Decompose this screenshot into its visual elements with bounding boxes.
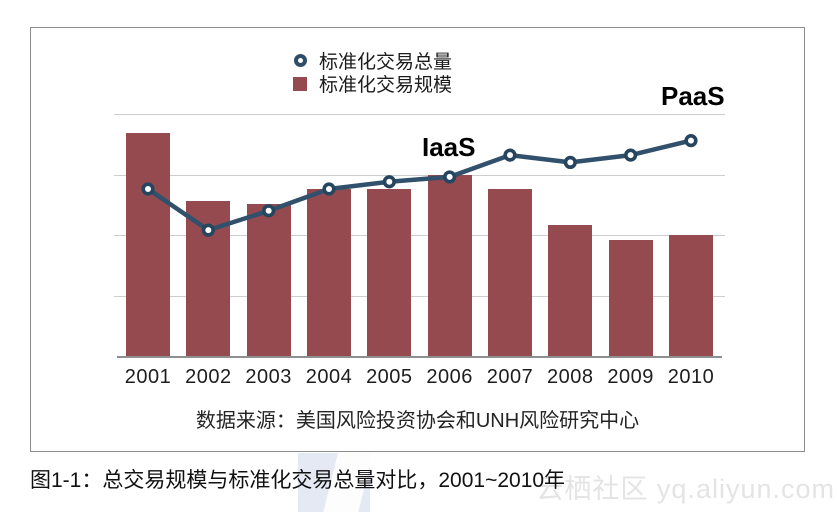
x-label-2002: 2002 [185,366,232,388]
gridline-50 [114,235,725,236]
bar-2003 [246,203,291,356]
bar-series-square-icon [293,76,307,91]
x-label-2007: 2007 [486,366,534,388]
legend-marker-cell [291,76,309,91]
line-point-2010 [684,134,698,148]
x-label-2004: 2004 [305,366,353,388]
line-point-2005 [382,175,396,189]
bar-2007 [487,189,532,356]
line-series-ring-icon [293,54,307,67]
bar-2008 [548,225,593,356]
watermark-text: 云栖社区 yq.aliyun.com [536,474,835,504]
legend-label-line-series: 标准化交易总量 [319,52,453,73]
legend-item-bar-series: 标准化交易规模 [291,72,453,96]
line-point-2003 [262,204,276,218]
line-point-2007 [503,148,517,162]
chart-legend: 标准化交易总量 标准化交易规模 [291,49,453,96]
legend-label-bar-series: 标准化交易规模 [319,75,453,96]
gridline-25 [114,295,725,297]
line-point-2009 [624,148,638,162]
line-point-2006 [443,170,457,184]
x-label-2009: 2009 [607,366,654,388]
bar-2005 [367,189,412,356]
data-source-note: 数据来源：美国风险投资协会和UNH风险研究中心 [195,410,640,432]
figure-caption: 图1-1：总交易规模与标准化交易总量对比，2001~2010年 [30,469,566,492]
line-point-2008 [563,155,577,170]
line-point-2002 [201,223,215,237]
x-label-2003: 2003 [245,366,292,388]
bar-2009 [608,239,653,356]
bar-2010 [668,235,713,356]
bar-2001 [126,133,170,356]
bar-2004 [306,189,351,356]
bar-2006 [427,174,472,356]
legend-marker-cell [291,54,309,67]
x-label-2001: 2001 [124,366,172,388]
x-label-2006: 2006 [426,366,473,388]
gridline-100 [114,114,725,115]
x-label-2005: 2005 [366,366,413,388]
legend-item-line-series: 标准化交易总量 [291,49,453,73]
chart-frame: 标准化交易总量 标准化交易规模 2001 2002 2003 2004 2005 2006… [30,27,805,452]
gridline-75 [114,174,725,176]
line-point-2004 [322,182,336,196]
x-label-2008: 2008 [547,366,594,388]
annotation-paas: PaaS [661,81,725,111]
line-point-2001 [141,182,155,196]
x-label-2010: 2010 [667,366,715,388]
annotation-iaas: IaaS [422,132,476,162]
plot-area: 2001 2002 2003 2004 2005 2006 2007 2008 2009 2010 [114,114,725,388]
yunqi-logo-watermark [298,453,370,512]
line-series-layer [141,134,698,237]
line-series-path [145,138,694,233]
